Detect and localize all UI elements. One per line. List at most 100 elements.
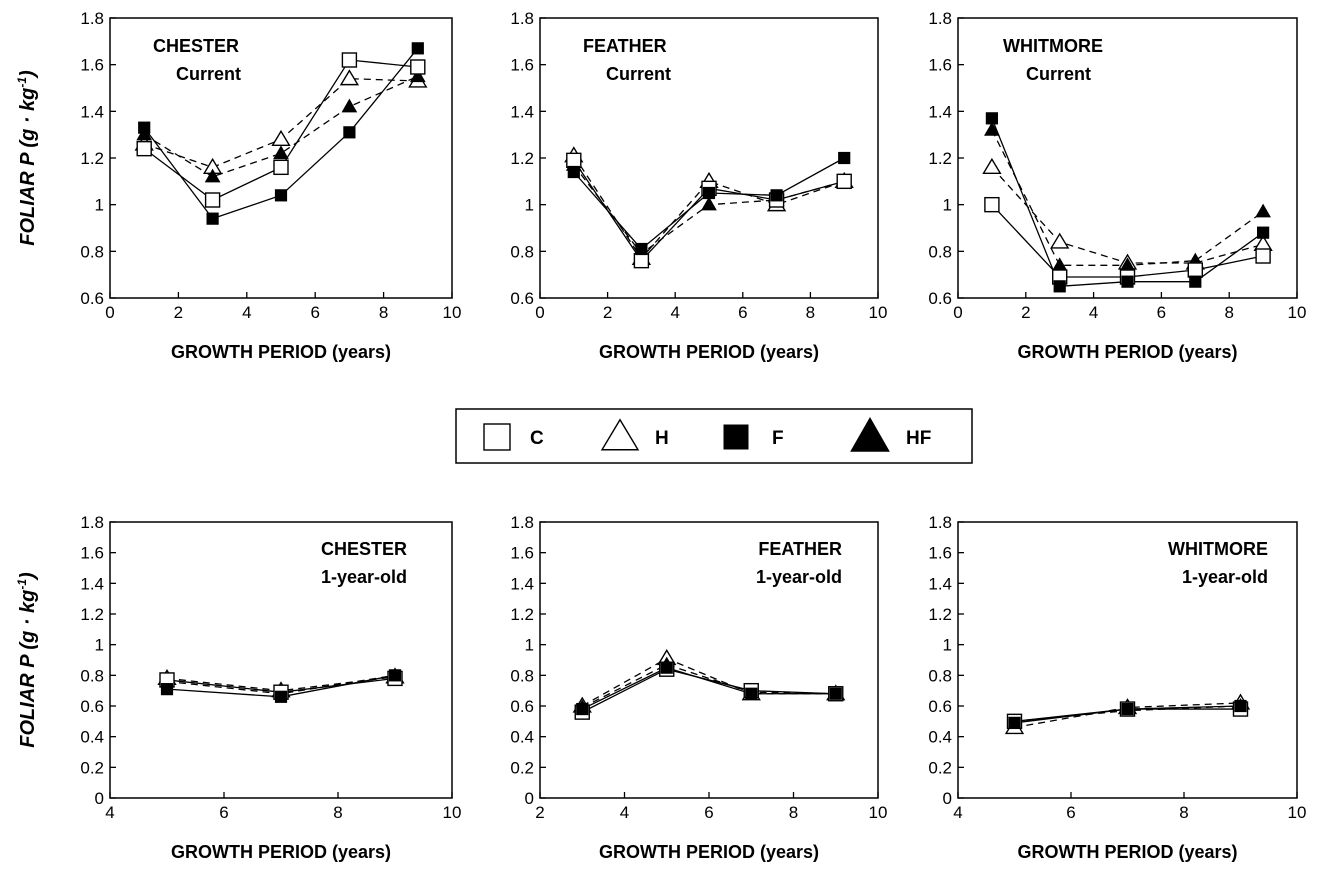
legend-label-H: H: [655, 428, 669, 449]
panel-title: CHESTER: [153, 36, 239, 56]
y-tick-label: 0.6: [928, 289, 952, 308]
point-HF: [409, 68, 426, 83]
y-tick-label: 0.2: [510, 758, 534, 777]
point-HF: [984, 121, 1000, 136]
series-line-F: [581, 666, 836, 710]
series-line-HF: [991, 129, 1264, 266]
x-tick-label: 4: [670, 303, 679, 322]
point-HF: [341, 98, 358, 113]
panel-4: 0 0.2 0.4 0.6 0.8 1 1.2 1.4 1.6 1.8 2 4 6 8 10 GROWTH P…: [510, 513, 887, 862]
y-tick-label: 0.8: [80, 666, 104, 685]
point-H: [339, 69, 360, 86]
y-tick-label: 0.8: [80, 242, 104, 261]
point-C: [1187, 262, 1204, 278]
point-F: [138, 121, 151, 134]
point-C: [410, 59, 426, 75]
y-tick-label: 0.6: [510, 289, 534, 308]
point-F: [411, 42, 424, 55]
y-tick-label: 0.6: [80, 289, 104, 308]
x-tick-label: 10: [869, 803, 888, 822]
point-C: [836, 173, 852, 190]
y-tick-label: 0.8: [510, 242, 534, 261]
x-tick-label: 4: [1089, 303, 1098, 322]
series-line-HF: [581, 663, 836, 709]
x-tick-label: 8: [806, 303, 815, 322]
x-tick-label: 8: [1179, 803, 1188, 822]
point-HF: [701, 196, 717, 211]
point-F: [274, 189, 288, 202]
y-tick-label: 0.8: [510, 666, 534, 685]
x-tick-label: 10: [443, 803, 462, 822]
y-tick-label: 0.2: [80, 758, 104, 777]
panel-title: WHITMORE: [1003, 36, 1103, 56]
x-tick-label: 6: [1066, 803, 1075, 822]
y-tick-label: 1.2: [928, 605, 952, 624]
x-tick-label: 8: [1224, 303, 1233, 322]
legend-label-C: C: [530, 428, 544, 449]
point-F: [1189, 275, 1202, 288]
point-F: [160, 683, 174, 696]
panel-subtitle: 1-year-old: [756, 567, 842, 587]
y-tick-label: 1.8: [928, 9, 952, 28]
plot-frame: [539, 17, 879, 299]
series-line-C: [581, 668, 836, 713]
x-tick-label: 6: [704, 803, 713, 822]
panel-0: 0.6 0.8 1 1.2 1.4 1.6 1.8 0 2 4 6 8 10 GROWTH PERIOD …: [80, 9, 461, 362]
panel-subtitle: Current: [176, 64, 241, 84]
y-tick-label: 1.2: [510, 605, 534, 624]
panel-title: WHITMORE: [1168, 539, 1268, 559]
point-H: [271, 129, 291, 146]
y-tick-label: 1.4: [80, 102, 104, 121]
point-F: [576, 702, 589, 716]
x-tick-label: 4: [620, 803, 629, 822]
x-axis-label: GROWTH PERIOD (years): [1017, 842, 1237, 862]
y-tick-label: 0: [943, 789, 952, 808]
x-tick-label: 6: [310, 303, 319, 322]
y-tick-label: 1.6: [80, 544, 104, 563]
y-tick-label: 0.8: [928, 242, 952, 261]
y-tick-label: 0: [95, 789, 104, 808]
x-tick-label: 8: [333, 803, 342, 822]
point-C: [204, 192, 221, 208]
y-tick-label: 1.8: [510, 513, 534, 532]
legend-label-HF: HF: [906, 428, 931, 449]
y-tick-label: 1: [525, 636, 534, 655]
x-axis-label: GROWTH PERIOD (years): [599, 842, 819, 862]
point-F: [745, 687, 758, 700]
point-F: [660, 661, 673, 674]
point-F: [1234, 699, 1247, 713]
point-HF: [1051, 257, 1068, 272]
plot-frame: [109, 521, 453, 799]
y-tick-label: 1.6: [928, 56, 952, 75]
y-tick-label: 1.4: [928, 102, 952, 121]
legend-marker-F: [723, 424, 749, 450]
x-tick-label: 10: [1288, 803, 1307, 822]
point-F: [838, 151, 851, 165]
point-F: [770, 189, 783, 202]
y-tick-label: 1.8: [510, 9, 534, 28]
y-tick-label: 1.6: [80, 56, 104, 75]
y-tick-label: 1.2: [928, 149, 952, 168]
x-axis-label: GROWTH PERIOD (years): [1017, 342, 1237, 362]
point-F: [1008, 716, 1021, 729]
point-F: [635, 242, 648, 256]
point-F: [274, 690, 288, 703]
point-F: [1121, 702, 1134, 716]
y-axis-label: FOLIAR P (g · kg-1): [15, 572, 39, 748]
y-tick-label: 1.2: [80, 605, 104, 624]
x-tick-label: 2: [535, 803, 544, 822]
panel-3: 0 0.2 0.4 0.6 0.8 1 1.2 1.4 1.6 1.8 4 6 8 10 GROWTH PE…: [80, 513, 461, 862]
x-tick-label: 10: [1288, 303, 1307, 322]
x-axis-label: GROWTH PERIOD (years): [599, 342, 819, 362]
y-tick-label: 1.6: [510, 544, 534, 563]
y-tick-label: 1.4: [510, 574, 534, 593]
legend: C H F HF: [455, 408, 973, 464]
point-C: [566, 152, 582, 169]
x-axis-label: GROWTH PERIOD (years): [171, 842, 391, 862]
x-tick-label: 8: [379, 303, 388, 322]
y-tick-label: 1: [95, 196, 104, 215]
point-C: [633, 252, 650, 269]
x-tick-label: 2: [603, 303, 612, 322]
plot-frame: [539, 521, 879, 799]
x-tick-label: 0: [953, 303, 962, 322]
